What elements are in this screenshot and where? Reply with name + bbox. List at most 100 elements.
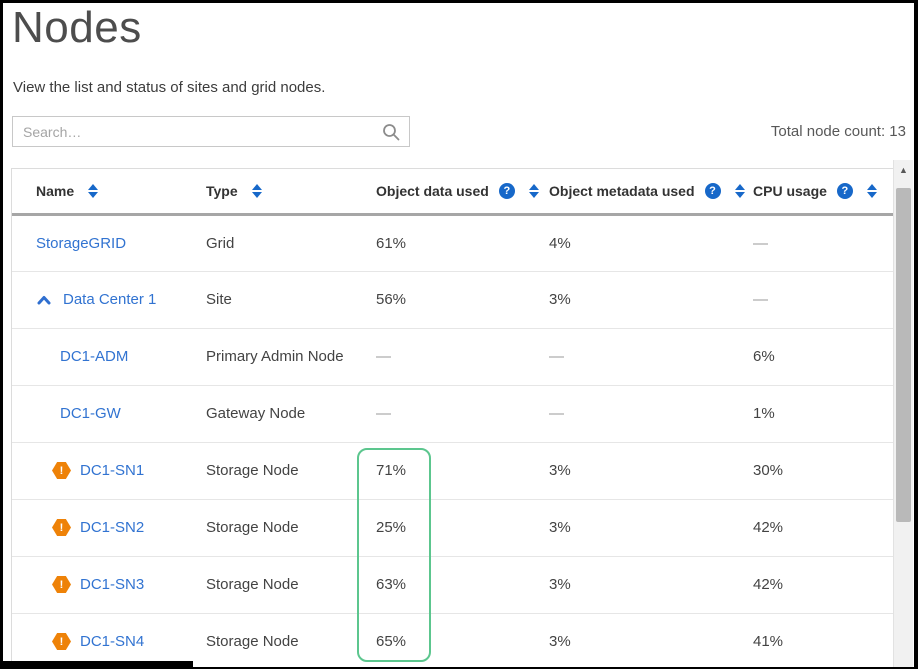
search-icon[interactable] (381, 122, 401, 142)
table-row: ! DC1-SN3 Storage Node 63% 3% 42% (12, 556, 894, 614)
object-metadata-used-cell: 4% (549, 214, 753, 272)
object-metadata-used-cell: 3% (549, 556, 753, 614)
table-row: StorageGRID Grid 61% 4% — (12, 214, 894, 272)
name-cell: DC1-GW (12, 385, 206, 443)
type-cell: Storage Node (206, 442, 376, 500)
table-row: ! DC1-SN1 Storage Node 71% 3% 30% (12, 442, 894, 500)
object-data-used-cell: 25% (376, 499, 549, 557)
node-name-link[interactable]: DC1-SN3 (80, 576, 145, 593)
sort-up-icon (251, 183, 262, 190)
cpu-usage-cell: 1% (753, 385, 894, 443)
object-metadata-used-cell: — (549, 328, 753, 386)
table-row: ! DC1-SN4 Storage Node 65% 3% 41% (12, 613, 894, 667)
vertical-scrollbar[interactable]: ▲ (893, 160, 913, 667)
scrollbar-up-arrow-icon[interactable]: ▲ (899, 165, 908, 175)
object-metadata-used-cell: 3% (549, 271, 753, 329)
type-cell: Storage Node (206, 499, 376, 557)
help-icon[interactable]: ? (498, 182, 515, 199)
warning-alert-icon: ! (52, 519, 71, 536)
page-title: Nodes (12, 3, 142, 52)
help-icon[interactable]: ? (836, 182, 853, 199)
table-row: Data Center 1 Site 56% 3% — (12, 271, 894, 329)
sort-down-icon (88, 191, 99, 198)
page-subtitle: View the list and status of sites and gr… (13, 79, 326, 96)
type-cell: Site (206, 271, 376, 329)
column-header-type: Type (206, 169, 376, 216)
name-cell: ! DC1-SN3 (12, 556, 206, 614)
cpu-usage-cell: 42% (753, 499, 894, 557)
bottom-black-bar (3, 661, 193, 667)
cpu-usage-cell: 30% (753, 442, 894, 500)
name-cell: ! DC1-SN1 (12, 442, 206, 500)
search-input[interactable] (13, 117, 409, 146)
object-metadata-used-cell: — (549, 385, 753, 443)
sort-control-icon[interactable] (251, 183, 262, 198)
object-metadata-used-cell: 3% (549, 613, 753, 667)
nodes-table: Name Type Object data used? Object metadata… (11, 168, 894, 667)
name-cell: Data Center 1 (12, 271, 206, 329)
object-data-used-cell: — (376, 328, 549, 386)
node-name-link[interactable]: StorageGRID (36, 234, 127, 252)
sort-control-icon[interactable] (734, 183, 745, 198)
sort-down-icon (528, 191, 539, 198)
search-box (12, 116, 410, 147)
type-cell: Storage Node (206, 613, 376, 667)
sort-down-icon (734, 191, 745, 198)
cpu-usage-cell: 6% (753, 328, 894, 386)
column-header-object-data-used: Object data used? (376, 169, 549, 216)
type-cell: Gateway Node (206, 385, 376, 443)
node-name-link[interactable]: DC1-SN1 (80, 462, 145, 479)
help-icon[interactable]: ? (704, 182, 721, 199)
sort-control-icon[interactable] (866, 183, 877, 198)
object-metadata-used-cell: 3% (549, 442, 753, 500)
column-header-object-metadata-used: Object metadata used? (549, 169, 753, 216)
sort-down-icon (866, 191, 877, 198)
cpu-usage-cell: 42% (753, 556, 894, 614)
sort-control-icon[interactable] (528, 183, 539, 198)
column-header-label: Object metadata used (549, 182, 695, 199)
sort-down-icon (251, 191, 262, 198)
object-data-used-cell: 71% (376, 442, 549, 500)
scrollbar-thumb[interactable] (896, 188, 911, 522)
node-name-link[interactable]: DC1-SN2 (80, 519, 145, 536)
node-name-link[interactable]: Data Center 1 (63, 291, 157, 308)
table-header: Name Type Object data used? Object metadata… (12, 169, 894, 216)
cpu-usage-cell: 41% (753, 613, 894, 667)
warning-alert-icon: ! (52, 462, 71, 479)
warning-alert-icon: ! (52, 633, 71, 650)
name-cell: StorageGRID (12, 214, 206, 272)
type-cell: Grid (206, 214, 376, 272)
type-cell: Storage Node (206, 556, 376, 614)
nodes-page: Nodes View the list and status of sites … (3, 3, 914, 667)
column-header-cpu-usage: CPU usage? (753, 169, 894, 216)
total-node-count: Total node count: 13 (770, 123, 906, 140)
object-data-used-cell: 63% (376, 556, 549, 614)
collapse-chevron-up-icon[interactable] (36, 294, 52, 306)
node-name-link[interactable]: DC1-ADM (60, 348, 129, 365)
node-name-link[interactable]: DC1-GW (60, 405, 121, 422)
node-name-link[interactable]: DC1-SN4 (80, 633, 145, 650)
table-row: DC1-GW Gateway Node — —1% (12, 385, 894, 443)
table-row: DC1-ADM Primary Admin Node — —6% (12, 328, 894, 386)
name-cell: DC1-ADM (12, 328, 206, 386)
cpu-usage-cell: — (753, 271, 894, 329)
column-header-name: Name (12, 169, 206, 216)
sort-up-icon (866, 183, 877, 190)
type-cell: Primary Admin Node (206, 328, 376, 386)
column-header-label: Object data used (376, 182, 489, 199)
object-data-used-cell: 61% (376, 214, 549, 272)
column-header-label: Type (206, 182, 238, 199)
column-header-label: Name (36, 182, 75, 199)
sort-up-icon (528, 183, 539, 190)
name-cell: ! DC1-SN2 (12, 499, 206, 557)
sort-control-icon[interactable] (88, 183, 99, 198)
sort-up-icon (734, 183, 745, 190)
sort-up-icon (88, 183, 99, 190)
object-data-used-cell: — (376, 385, 549, 443)
table-row: ! DC1-SN2 Storage Node 25% 3% 42% (12, 499, 894, 557)
object-data-used-cell: 56% (376, 271, 549, 329)
cpu-usage-cell: — (753, 214, 894, 272)
object-metadata-used-cell: 3% (549, 499, 753, 557)
object-data-used-cell: 65% (376, 613, 549, 667)
